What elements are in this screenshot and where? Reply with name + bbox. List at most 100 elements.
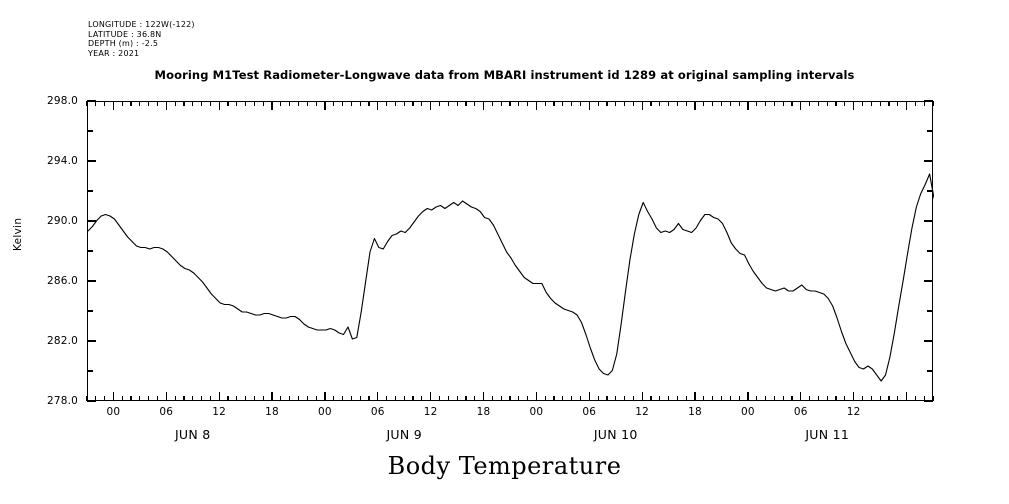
x-axis-major-tick <box>324 392 326 401</box>
x-axis-minor-tick <box>315 396 317 401</box>
x-axis-minor-tick <box>632 101 634 106</box>
x-axis-minor-tick <box>306 396 308 401</box>
x-axis-hour-label: 18 <box>265 406 279 418</box>
x-axis-minor-tick <box>720 101 723 106</box>
x-axis-major-tick <box>800 101 802 110</box>
x-axis-major-tick <box>588 392 590 401</box>
x-axis-minor-tick <box>438 101 441 106</box>
x-axis-minor-tick <box>597 101 599 106</box>
x-axis-minor-tick <box>491 396 493 401</box>
x-axis-minor-tick <box>412 396 414 401</box>
x-axis-minor-tick <box>861 101 864 106</box>
y-axis-major-tick <box>924 160 933 162</box>
y-axis-major-tick <box>924 220 933 222</box>
x-axis-minor-tick <box>817 396 820 401</box>
x-axis-minor-tick <box>923 101 925 106</box>
x-axis-minor-tick <box>888 396 890 401</box>
x-axis-minor-tick <box>826 396 828 401</box>
x-axis-minor-tick <box>553 396 555 401</box>
x-axis-minor-tick <box>456 396 458 401</box>
x-axis-major-tick <box>694 392 696 401</box>
y-axis-major-tick <box>87 340 96 342</box>
x-axis-minor-tick <box>394 396 397 401</box>
x-axis-minor-tick <box>870 396 872 401</box>
x-axis-minor-tick <box>606 396 608 401</box>
x-axis-minor-tick <box>571 101 573 106</box>
x-axis-minor-tick <box>923 396 925 401</box>
y-axis-minor-tick <box>87 370 93 372</box>
x-axis-minor-tick <box>447 396 449 401</box>
x-axis-minor-tick <box>148 101 150 106</box>
x-axis-hour-label: 12 <box>423 406 438 418</box>
x-axis-minor-tick <box>280 101 282 106</box>
x-axis-major-tick <box>694 101 696 110</box>
x-axis-minor-tick <box>104 101 106 106</box>
x-axis-minor-tick <box>562 396 564 401</box>
x-axis-major-tick <box>588 101 590 110</box>
y-axis-tick-label: 298.0 <box>46 95 78 107</box>
x-axis-minor-tick <box>156 396 159 401</box>
x-axis-minor-tick <box>703 101 705 106</box>
x-axis-minor-tick <box>447 101 449 106</box>
x-axis-minor-tick <box>764 396 767 401</box>
x-axis-minor-tick <box>615 101 617 106</box>
x-axis-minor-tick <box>95 396 97 401</box>
x-axis-minor-tick <box>861 396 864 401</box>
x-axis-minor-tick <box>289 396 291 401</box>
x-axis-minor-tick <box>500 101 502 106</box>
x-axis-minor-tick <box>394 101 397 106</box>
x-axis-minor-tick <box>782 396 784 401</box>
x-axis-minor-tick <box>738 101 740 106</box>
x-axis-minor-tick <box>245 101 247 106</box>
y-axis-major-tick <box>87 220 96 222</box>
x-axis-major-tick <box>271 101 273 110</box>
x-axis-hour-label: 12 <box>635 406 650 418</box>
x-axis-minor-tick <box>297 101 300 106</box>
x-axis-minor-tick <box>676 101 679 106</box>
x-axis-minor-tick <box>897 396 899 401</box>
x-axis-minor-tick <box>518 396 520 401</box>
data-series-line <box>88 173 934 382</box>
y-axis-major-tick <box>924 400 933 402</box>
y-axis-major-tick <box>87 400 96 402</box>
x-axis-minor-tick <box>386 101 388 106</box>
x-axis-minor-tick <box>174 101 176 106</box>
x-axis-minor-tick <box>809 101 811 106</box>
y-axis-major-tick <box>924 280 933 282</box>
x-axis-minor-tick <box>280 396 282 401</box>
x-axis-major-tick <box>165 392 167 401</box>
x-axis-minor-tick <box>729 101 731 106</box>
x-axis-hour-label: 00 <box>529 406 544 418</box>
x-axis-hour-label: 18 <box>476 406 491 418</box>
y-axis-minor-tick <box>927 190 933 192</box>
x-axis-minor-tick <box>403 101 405 106</box>
x-axis-minor-tick <box>491 101 493 106</box>
y-axis-minor-tick <box>927 310 933 312</box>
y-axis-minor-tick <box>927 370 933 372</box>
y-axis-major-tick <box>924 340 933 342</box>
chart-caption: Body Temperature <box>387 452 622 480</box>
x-axis-minor-tick <box>773 101 775 106</box>
x-axis-minor-tick <box>412 101 414 106</box>
x-axis-minor-tick <box>817 101 820 106</box>
x-axis-minor-tick <box>773 396 775 401</box>
x-axis-minor-tick <box>183 396 185 401</box>
x-axis-minor-tick <box>262 396 264 401</box>
x-axis-minor-tick <box>659 101 661 106</box>
x-axis-minor-tick <box>130 101 132 106</box>
x-axis-day-label: JUN 10 <box>593 427 638 442</box>
y-axis-tick-label: 294.0 <box>46 155 78 167</box>
x-axis-hour-label: 06 <box>370 406 385 418</box>
x-axis-minor-tick <box>227 396 229 401</box>
x-axis-minor-tick <box>809 396 811 401</box>
x-axis-minor-tick <box>438 396 441 401</box>
x-axis-minor-tick <box>756 396 758 401</box>
x-axis-minor-tick <box>579 101 582 106</box>
x-axis-minor-tick <box>712 101 714 106</box>
x-axis-minor-tick <box>623 101 626 106</box>
x-axis-minor-tick <box>139 396 141 401</box>
x-axis-minor-tick <box>888 101 890 106</box>
x-axis-major-tick <box>218 392 220 401</box>
x-axis-major-tick <box>853 101 855 110</box>
x-axis-minor-tick <box>544 101 546 106</box>
